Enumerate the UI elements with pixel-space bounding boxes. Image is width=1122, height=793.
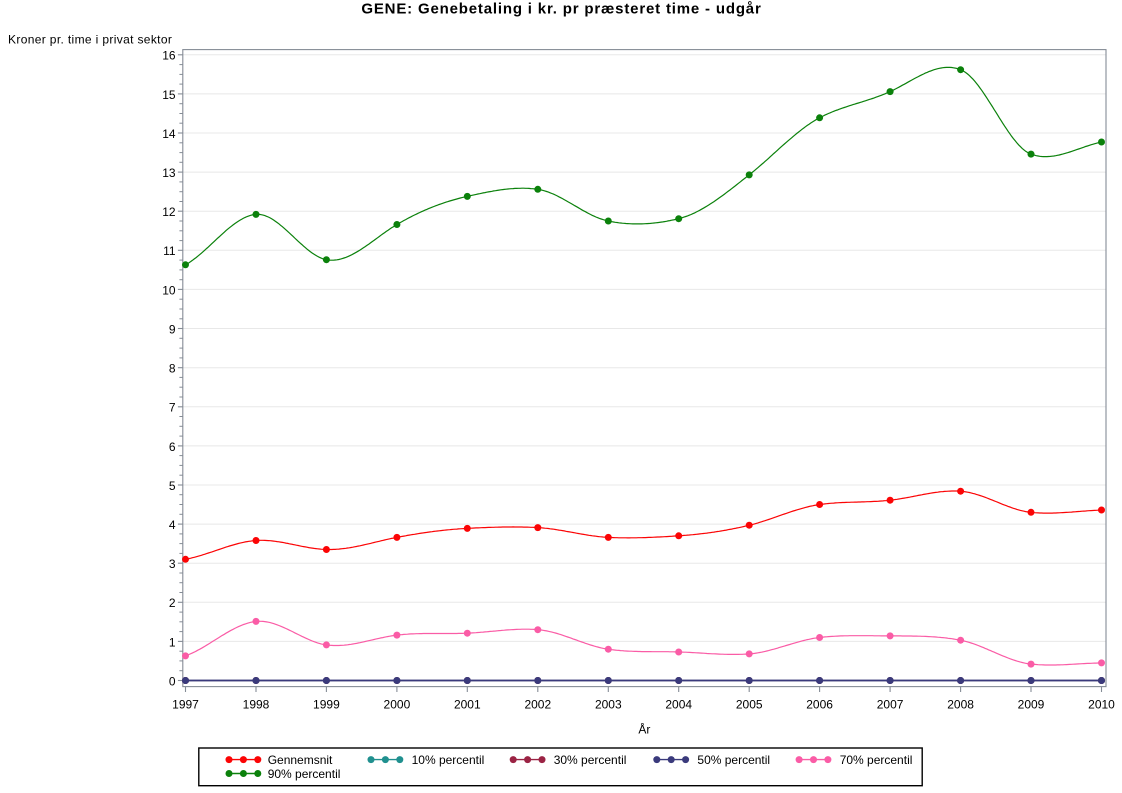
svg-text:1999: 1999 — [313, 697, 340, 711]
svg-text:2002: 2002 — [524, 697, 551, 711]
svg-text:15: 15 — [162, 88, 176, 102]
svg-text:10% percentil: 10% percentil — [412, 753, 485, 767]
svg-text:6: 6 — [169, 440, 176, 454]
svg-text:1997: 1997 — [172, 697, 199, 711]
svg-text:2000: 2000 — [384, 697, 411, 711]
svg-text:70% percentil: 70% percentil — [840, 753, 913, 767]
svg-text:2004: 2004 — [665, 697, 692, 711]
svg-text:2006: 2006 — [806, 697, 833, 711]
svg-text:8: 8 — [169, 362, 176, 376]
svg-text:3: 3 — [169, 557, 176, 571]
svg-text:14: 14 — [162, 127, 176, 141]
svg-text:2009: 2009 — [1018, 697, 1045, 711]
svg-text:16: 16 — [162, 49, 176, 63]
svg-text:4: 4 — [169, 518, 176, 532]
svg-text:2007: 2007 — [877, 697, 904, 711]
svg-text:13: 13 — [162, 166, 176, 180]
svg-text:Kroner pr. time i privat sekto: Kroner pr. time i privat sektor — [8, 33, 172, 47]
svg-text:1: 1 — [169, 635, 176, 649]
svg-text:9: 9 — [169, 322, 176, 336]
svg-text:1998: 1998 — [243, 697, 270, 711]
svg-text:Gennemsnit: Gennemsnit — [268, 753, 333, 767]
svg-text:0: 0 — [169, 674, 176, 688]
svg-text:2: 2 — [169, 596, 176, 610]
svg-text:30% percentil: 30% percentil — [554, 753, 627, 767]
svg-text:År: År — [638, 722, 650, 737]
svg-text:2003: 2003 — [595, 697, 622, 711]
svg-text:12: 12 — [162, 205, 176, 219]
svg-text:2001: 2001 — [454, 697, 481, 711]
svg-text:GENE: Genebetaling i kr. pr pr: GENE: Genebetaling i kr. pr præsteret ti… — [361, 1, 761, 18]
svg-text:50% percentil: 50% percentil — [697, 753, 770, 767]
svg-text:5: 5 — [169, 479, 176, 493]
svg-text:2005: 2005 — [736, 697, 763, 711]
svg-text:2010: 2010 — [1088, 697, 1115, 711]
svg-text:2008: 2008 — [947, 697, 974, 711]
svg-text:11: 11 — [163, 244, 176, 258]
svg-text:7: 7 — [169, 401, 176, 415]
svg-text:90% percentil: 90% percentil — [268, 767, 341, 781]
svg-text:10: 10 — [162, 283, 176, 297]
